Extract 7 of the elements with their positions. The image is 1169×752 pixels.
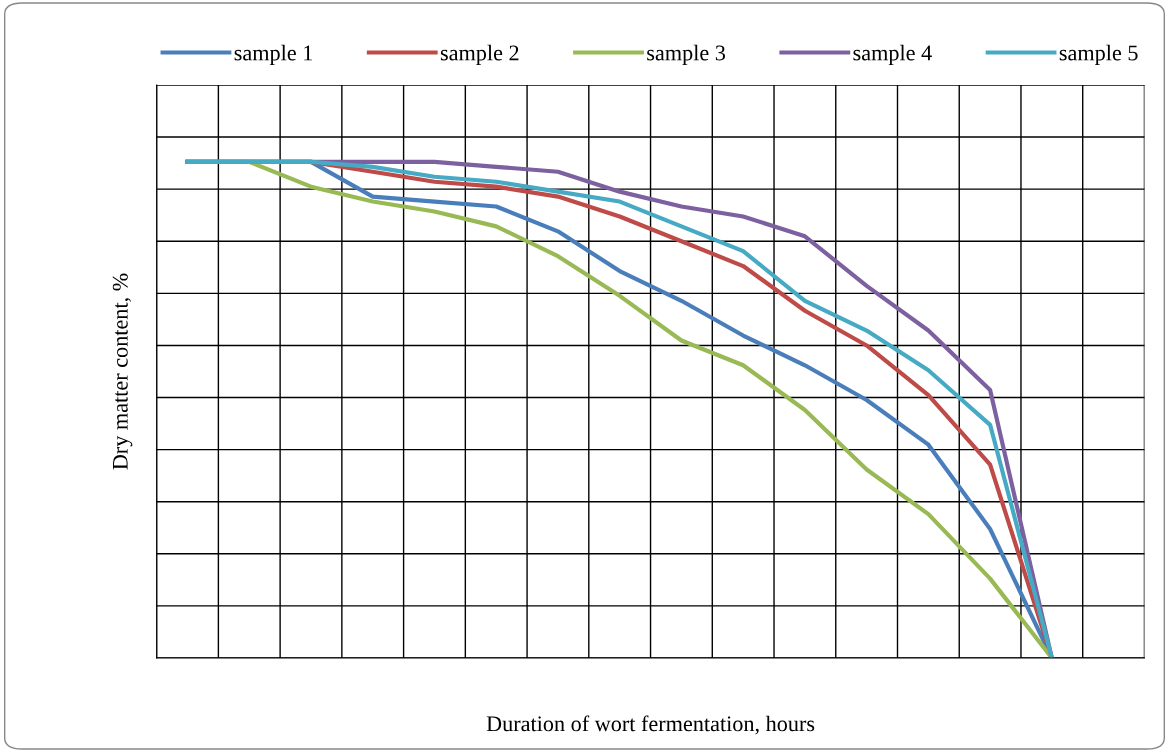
legend-label: sample 2 <box>440 44 519 65</box>
legend-label: sample 4 <box>853 44 932 65</box>
x-axis-title: Duration of wort fermentation, hours <box>486 715 815 735</box>
legend-label: sample 5 <box>1059 44 1138 65</box>
legend-label: sample 1 <box>234 44 313 65</box>
y-axis-title: Dry matter content, % <box>112 273 133 470</box>
legend-label: sample 3 <box>647 44 726 65</box>
